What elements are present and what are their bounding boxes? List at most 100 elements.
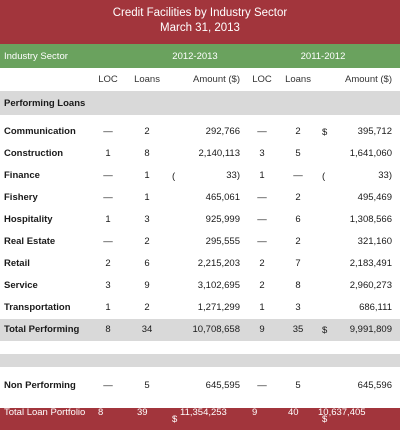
table-row: Fishery — 1 465,061 — 2 495,469 [0,187,400,209]
amount-value: 645,595 [205,380,240,392]
loans-value-prior: 8 [295,280,301,292]
loans-value-prior: 2 [295,192,301,204]
table-row: Retail 2 6 2,215,203 2 7 2,183,491 [0,253,400,275]
loans-value-prior: 5 [295,380,301,392]
loc-value-prior: — [257,236,267,248]
loans-value-prior: 3 [295,302,301,314]
amount-header-2: Amount ($) [345,73,392,85]
loc-value: — [103,380,113,392]
title-line-2: March 31, 2013 [160,22,240,34]
amount-value: 465,061 [205,192,240,204]
loans-value: 2 [144,236,150,248]
loc-value: 2 [105,258,111,270]
total-portfolio-row: Total Loan Portfolio 8 39 $ 11,354,253 9… [0,408,400,430]
currency-symbol: $ [172,413,178,425]
section-performing-label: Performing Loans [4,97,86,109]
table-row: Service 3 9 3,102,695 2 8 2,960,273 [0,275,400,297]
row-label: Hospitality [4,214,53,226]
loans-value: 39 [137,407,148,418]
amount-value: 1,271,299 [197,302,240,314]
header-row: Industry Sector 2012-2013 2011-2012 [0,44,400,68]
amount-value-prior: 321,160 [357,236,392,248]
amount-value: 292,766 [205,126,240,138]
loans-value-prior: — [293,170,303,182]
currency-symbol: $ [322,126,328,138]
table-title: Credit Facilities by Industry Sector Mar… [0,0,400,44]
amount-value: 925,999 [205,214,240,226]
total-performing-row: Total Performing 8 34 10,708,658 9 35 $ … [0,319,400,341]
non-performing-row: Non Performing — 5 645,595 — 5 645,596 [0,375,400,397]
loans-value: 2 [144,302,150,314]
loc-value-prior: — [257,380,267,392]
spacer-band [0,354,400,367]
loc-value-prior: — [257,214,267,226]
loans-value: 3 [144,214,150,226]
period-1-header: 2012-2013 [172,50,218,62]
title-line-1: Credit Facilities by Industry Sector [112,7,288,19]
row-label: Fishery [4,192,38,204]
currency-symbol: ( [322,170,326,182]
amount-value-prior: 9,991,809 [349,324,392,336]
loc-value-prior: 2 [259,258,265,270]
loans-value: 1 [144,192,150,204]
loc-header-1: LOC [98,73,118,85]
loc-value: — [103,126,113,138]
loans-value-prior: 2 [295,236,301,248]
amount-header-1: Amount ($) [193,73,240,85]
loans-value: 8 [144,148,150,160]
amount-value: 2,215,203 [197,258,240,270]
loans-value-prior: 2 [295,126,301,138]
loc-value-prior: — [257,192,267,204]
amount-value-prior: 645,596 [357,380,392,392]
period-2-header: 2011-2012 [300,50,346,62]
table-row: Real Estate — 2 295,555 — 2 321,160 [0,231,400,253]
row-label: Total Performing [4,324,80,336]
loans-value: 1 [144,170,150,182]
amount-value: 2,140,113 [198,148,240,160]
section-performing-row: Performing Loans [0,91,400,115]
amount-value: 10,708,658 [192,324,240,336]
loc-value-prior: 1 [259,170,265,182]
loans-value-prior: 6 [295,214,301,226]
loc-value: — [103,170,113,182]
subheader-row: LOC Loans Amount ($) LOC Loans Amount ($… [0,68,400,91]
loc-value-prior: 1 [259,302,265,314]
loc-value-prior: — [257,126,267,138]
amount-value-prior: 10,637,405 [318,407,366,418]
loc-value: 8 [105,324,111,336]
loans-value-prior: 7 [295,258,301,270]
currency-symbol: ( [172,170,176,182]
loc-value-prior: 9 [259,324,265,336]
row-label: Real Estate [4,236,56,248]
row-label: Retail [4,258,30,270]
amount-value-prior: 1,641,060 [349,148,392,160]
loans-value-prior: 5 [295,148,301,160]
row-label: Total Loan Portfolio [4,407,86,418]
amount-value-prior: 2,183,491 [349,258,392,270]
loans-value: 2 [144,126,150,138]
loans-header-2: Loans [285,73,311,85]
currency-symbol: $ [322,324,328,336]
loans-value: 34 [141,324,153,336]
loans-value: 5 [144,380,150,392]
row-label: Service [4,280,38,292]
amount-value-prior: 395,712 [357,126,392,138]
loc-value: — [103,236,113,248]
loans-header-1: Loans [134,73,160,85]
loc-value: 1 [105,302,111,314]
industry-sector-header: Industry Sector [4,50,68,62]
table-row: Hospitality 1 3 925,999 — 6 1,308,566 [0,209,400,231]
table-row: Finance — 1 (33) 1 — (33) [0,165,400,187]
loc-value-prior: 2 [259,280,265,292]
loc-value: — [103,192,113,204]
loc-value-prior: 3 [259,148,265,160]
row-label: Finance [4,170,40,182]
row-label: Non Performing [4,380,76,392]
table-row: Construction 1 8 2,140,113 3 5 1,641,060 [0,143,400,165]
row-label: Construction [4,148,64,160]
loans-value-prior: 40 [288,407,299,418]
loc-value-prior: 9 [252,407,258,418]
amount-value: 33) [226,170,240,182]
loc-value: 3 [105,280,111,292]
table-row: Communication — 2 292,766 — 2 $395,712 [0,121,400,143]
